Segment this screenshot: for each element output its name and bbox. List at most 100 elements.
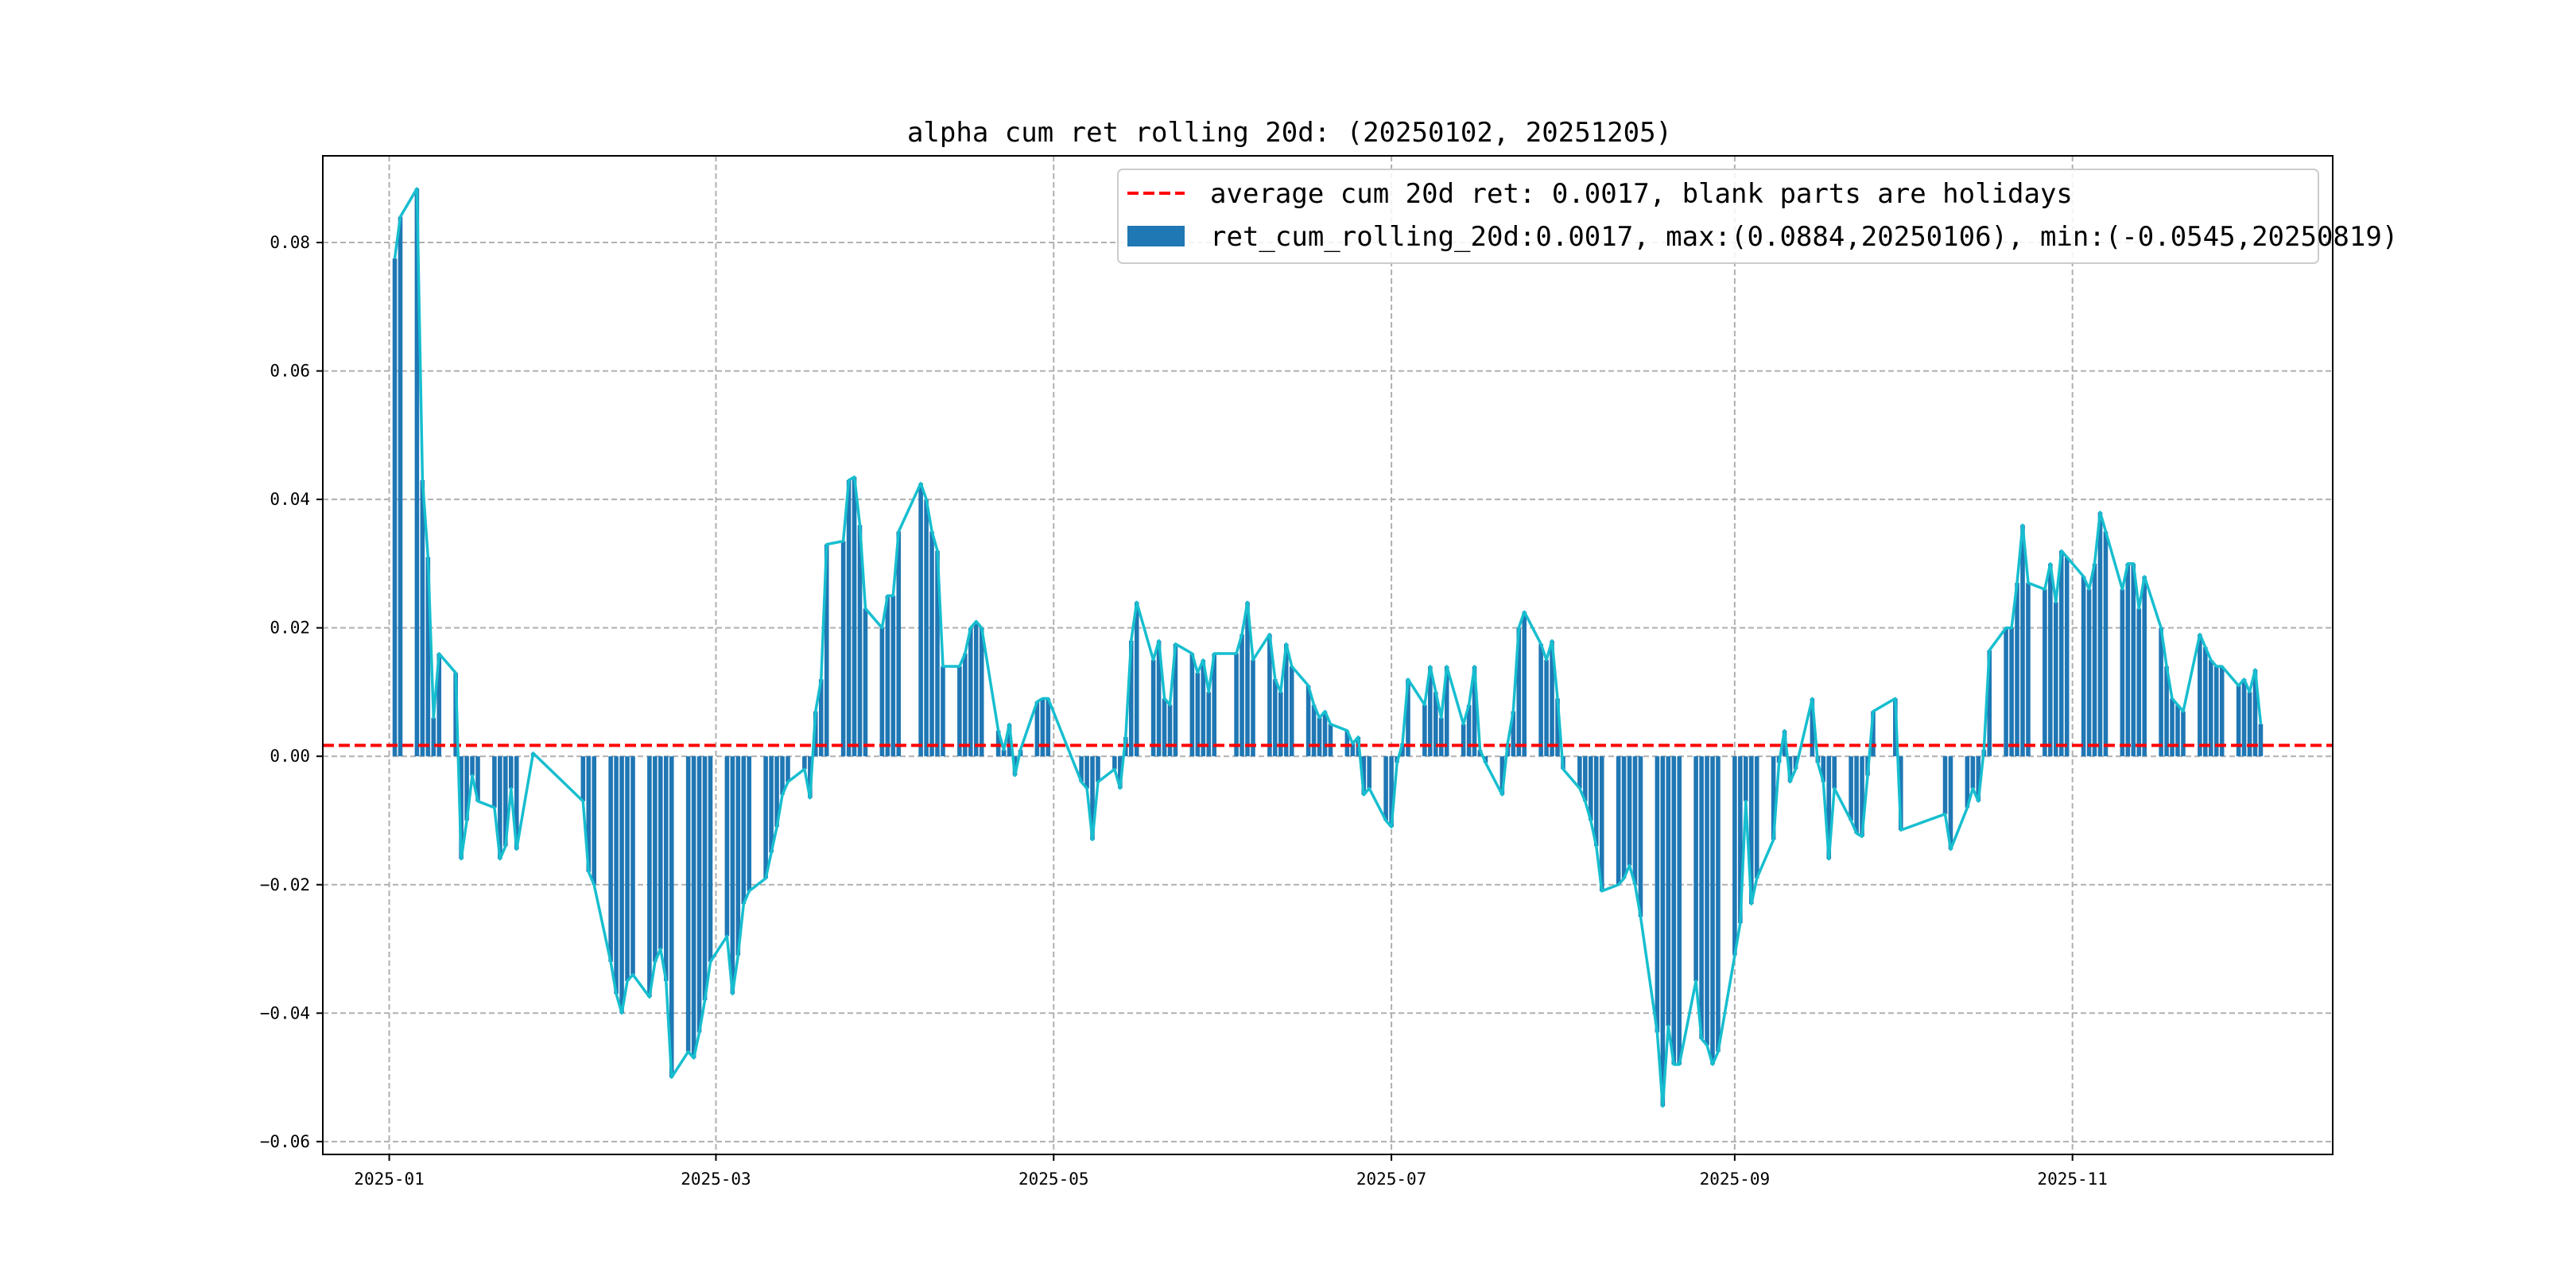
bar bbox=[774, 756, 779, 828]
bar bbox=[1860, 756, 1864, 837]
bar bbox=[1251, 660, 1255, 757]
bar bbox=[2170, 698, 2174, 757]
bar bbox=[425, 557, 431, 757]
bar bbox=[1118, 756, 1123, 789]
bar bbox=[414, 188, 420, 757]
bar bbox=[1406, 679, 1410, 757]
bar bbox=[1289, 666, 1294, 757]
legend-average-label: average cum 20d ret: 0.0017, blank parts… bbox=[1210, 178, 2073, 210]
bar bbox=[1173, 643, 1178, 757]
y-tick-label: −0.04 bbox=[260, 1003, 310, 1022]
bar bbox=[1128, 640, 1134, 757]
x-tick-label: 2025-07 bbox=[1356, 1170, 1427, 1189]
bar bbox=[1899, 756, 1903, 831]
bar bbox=[852, 476, 857, 757]
bar bbox=[896, 531, 902, 757]
bar bbox=[1344, 730, 1350, 757]
bar bbox=[1156, 640, 1162, 757]
bar bbox=[475, 756, 480, 801]
bar bbox=[1461, 724, 1466, 757]
bar bbox=[863, 608, 868, 757]
bar bbox=[879, 627, 885, 757]
bar bbox=[1710, 756, 1715, 1065]
bar bbox=[2136, 608, 2142, 757]
bar bbox=[398, 216, 403, 757]
bar bbox=[885, 596, 890, 757]
bar bbox=[619, 756, 624, 1014]
chart-title: alpha cum ret rolling 20d: (20250102, 20… bbox=[907, 117, 1672, 149]
bar bbox=[857, 525, 863, 757]
bar bbox=[2086, 589, 2092, 757]
bar bbox=[1516, 627, 1522, 757]
bar bbox=[431, 717, 436, 757]
bar bbox=[2054, 602, 2058, 757]
bar bbox=[2015, 583, 2019, 757]
bar bbox=[1267, 634, 1272, 757]
bar bbox=[1638, 756, 1643, 918]
bar bbox=[1240, 634, 1244, 757]
bar bbox=[614, 756, 619, 995]
bar bbox=[1322, 711, 1328, 757]
bar bbox=[1206, 692, 1212, 757]
bar bbox=[696, 756, 702, 1033]
bar bbox=[818, 679, 824, 757]
bar bbox=[1970, 756, 1976, 789]
bar bbox=[2241, 679, 2247, 757]
bar bbox=[1001, 750, 1007, 757]
bar bbox=[846, 479, 852, 757]
bar bbox=[2142, 576, 2147, 757]
bar bbox=[957, 666, 962, 757]
bar bbox=[1201, 660, 1206, 757]
bar bbox=[2213, 666, 2219, 757]
bar bbox=[2247, 692, 2252, 757]
bar bbox=[1965, 756, 1970, 808]
bar bbox=[420, 479, 425, 757]
bar bbox=[1616, 756, 1621, 885]
bar bbox=[1599, 756, 1604, 891]
bar bbox=[1732, 756, 1737, 956]
bar bbox=[1948, 756, 1953, 850]
bar bbox=[1677, 756, 1682, 1065]
bar bbox=[1744, 756, 1748, 801]
bar bbox=[918, 483, 923, 757]
bar bbox=[2120, 589, 2125, 757]
bar bbox=[1987, 650, 1992, 757]
bar bbox=[2020, 525, 2025, 757]
bar bbox=[935, 550, 940, 757]
bar bbox=[492, 756, 497, 808]
bar bbox=[1234, 653, 1239, 757]
bar bbox=[1245, 602, 1250, 757]
bar bbox=[1150, 660, 1156, 757]
bar bbox=[1738, 756, 1743, 924]
bar bbox=[1389, 756, 1394, 828]
bar bbox=[2048, 563, 2053, 757]
bar bbox=[464, 756, 469, 821]
bar bbox=[586, 756, 592, 872]
bar bbox=[1655, 756, 1660, 1033]
bar bbox=[1583, 756, 1588, 801]
bar bbox=[1593, 756, 1599, 847]
bar bbox=[786, 756, 790, 782]
axis-ticks: 2025-01 2025-03 2025-05 2025-07 2025-09 2025-… bbox=[260, 233, 2108, 1189]
bar bbox=[1090, 756, 1095, 840]
bar bbox=[1627, 756, 1632, 866]
bar bbox=[1046, 698, 1051, 757]
bar bbox=[1621, 756, 1627, 879]
bar bbox=[735, 756, 741, 956]
bar bbox=[1400, 743, 1405, 757]
bar bbox=[1699, 756, 1704, 1039]
bar-series bbox=[392, 188, 2264, 1107]
bar bbox=[669, 756, 674, 1078]
bar bbox=[592, 756, 597, 885]
bar bbox=[1079, 756, 1084, 782]
bar bbox=[1771, 756, 1776, 840]
bar bbox=[1499, 756, 1505, 795]
bar bbox=[840, 541, 846, 757]
bar bbox=[1942, 756, 1948, 814]
bar bbox=[1084, 756, 1089, 789]
bar bbox=[730, 756, 735, 995]
bar bbox=[1522, 611, 1527, 757]
bar bbox=[1693, 756, 1698, 981]
bar bbox=[459, 756, 464, 859]
bar bbox=[508, 756, 514, 789]
